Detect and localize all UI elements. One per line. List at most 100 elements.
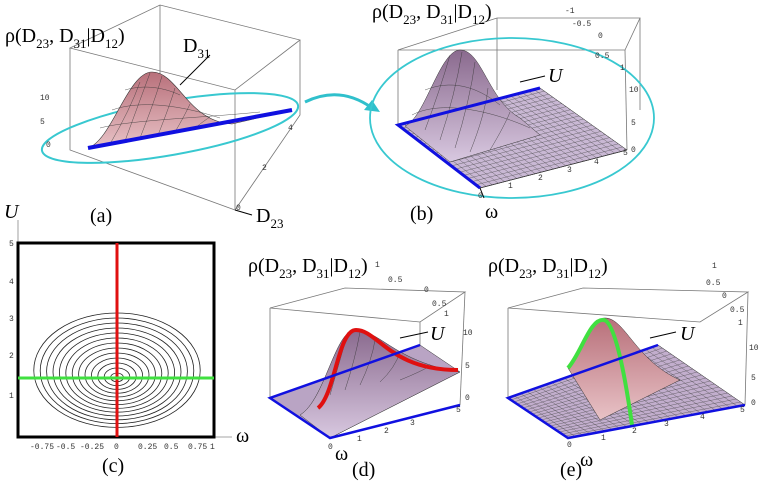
base-edge <box>267 343 461 440</box>
mesh-line <box>561 398 737 435</box>
axis-label: U <box>430 323 446 345</box>
tick-label: 0.75 <box>188 443 207 452</box>
tick-label: 4 <box>9 278 14 287</box>
base-edge <box>505 343 746 440</box>
tick-label: 0 <box>46 141 51 150</box>
box-edge <box>624 49 628 151</box>
label-part: , D <box>49 25 73 47</box>
mesh-line <box>463 137 610 176</box>
label-part: |D <box>454 1 472 23</box>
surface-mesh <box>99 72 261 145</box>
tick-label: 1 <box>357 435 362 444</box>
tick-label: 0 <box>722 292 727 301</box>
label-part: ρ(D <box>372 1 403 23</box>
axis-label: U <box>4 201 20 223</box>
label-subscript: 12 <box>348 266 361 281</box>
panel-a <box>40 4 301 216</box>
mesh-line <box>471 143 619 182</box>
panel-c <box>16 220 232 439</box>
tick-label: 2 <box>384 427 389 436</box>
tick-label: 0 <box>465 394 470 403</box>
label-subscript: 23 <box>279 266 292 281</box>
tick-label: -0.5 <box>56 443 75 452</box>
tick-label: 0 <box>424 286 429 295</box>
tick-label: 1 <box>210 443 215 452</box>
axis-label: ω <box>580 449 593 471</box>
mesh-line <box>564 401 741 437</box>
tick-label: -0.5 <box>572 20 591 29</box>
tick-label: 3 <box>9 315 14 324</box>
label-part: ρ(D <box>5 25 36 47</box>
label-part: |D <box>570 255 588 277</box>
panel-label: (a) <box>90 205 112 227</box>
tick-label: 0 <box>114 443 119 452</box>
panel-label: (c) <box>102 455 124 477</box>
mesh-line <box>467 140 614 179</box>
tick-label: 1 <box>9 392 14 401</box>
tick-label: 10 <box>40 94 50 103</box>
tick-label: 10 <box>463 329 473 338</box>
tick-label: 2 <box>632 427 637 436</box>
label-subscript: 31 <box>441 12 454 27</box>
label-subscript: 23 <box>36 36 49 51</box>
tick-label: -0.25 <box>80 443 104 452</box>
label-part: , D <box>532 255 556 277</box>
label-subscript: 31 <box>317 266 330 281</box>
label-part: |D <box>87 25 105 47</box>
tick-label: 0.5 <box>164 443 179 452</box>
label-part: ) <box>361 255 368 277</box>
box-top <box>507 287 750 323</box>
axis-arrow <box>234 209 253 216</box>
label-subscript: 12 <box>472 12 485 27</box>
tick-label: 0 <box>328 443 333 452</box>
label-part: D <box>183 35 197 57</box>
label-subscript: 23 <box>270 216 283 231</box>
axis-label: U <box>680 323 696 345</box>
tick-label: 1 <box>738 319 743 328</box>
tick-label: 10 <box>749 344 759 353</box>
mesh-line <box>447 125 593 163</box>
panel-e <box>505 287 750 440</box>
tick-label: 1 <box>712 262 717 271</box>
mesh-line <box>451 128 597 167</box>
label-part: , D <box>292 255 316 277</box>
tick-label: 0 <box>478 192 483 201</box>
tick-label: 0 <box>631 146 636 155</box>
axis-arrow <box>179 54 211 86</box>
tick-label: 5 <box>40 118 45 127</box>
mesh-line <box>459 134 606 173</box>
label-subscript: 31 <box>557 266 570 281</box>
panel-label: (b) <box>410 203 433 225</box>
tick-label: 5 <box>465 362 470 371</box>
tick-label: 2 <box>538 174 543 183</box>
axis-arrow <box>519 75 546 83</box>
axis-label: D31​ <box>183 35 210 61</box>
tick-label: 1 <box>375 261 380 270</box>
label-subscript: 31 <box>74 36 87 51</box>
tick-label: 0 <box>236 204 241 213</box>
mesh-line <box>475 146 623 186</box>
tick-label: 5 <box>751 374 756 383</box>
z-axis-label: ρ(D23​, D31​|D12​) <box>5 25 125 51</box>
tick-label: 5 <box>740 406 745 415</box>
label-part: , D <box>416 1 440 23</box>
axis-arrow <box>479 187 485 199</box>
panel-label: (e) <box>560 459 582 481</box>
axis-arrow <box>649 331 677 339</box>
tick-label: 4 <box>594 158 599 167</box>
label-subscript: 12 <box>105 36 118 51</box>
mesh-line <box>558 395 732 433</box>
tick-label: 0.25 <box>138 443 157 452</box>
slice-curve <box>316 327 459 410</box>
tick-label: 5 <box>456 406 461 415</box>
axis-arrow <box>399 331 429 339</box>
tick-label: 0.5 <box>388 276 403 285</box>
label-subscript: 12 <box>588 266 601 281</box>
box-edge <box>744 291 749 406</box>
tick-label: 5 <box>631 119 636 128</box>
tick-label: 0.5 <box>730 306 745 315</box>
tick-label: 10 <box>629 86 639 95</box>
tick-label: 0.5 <box>432 300 447 309</box>
tick-label: 5 <box>9 240 14 249</box>
